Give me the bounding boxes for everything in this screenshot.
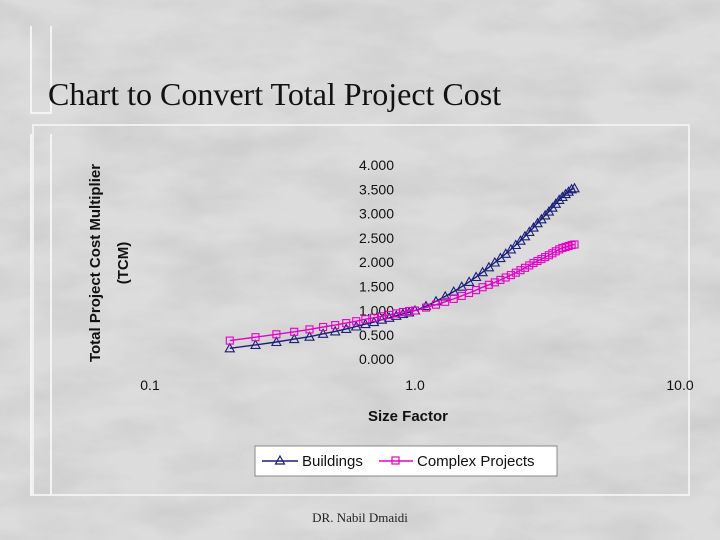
legend-buildings-label: Buildings [302,453,363,470]
data-point-buildings [317,328,329,338]
data-point-buildings [470,271,482,282]
chart-axes: 0.0000.5001.0001.5002.0002.5003.0003.500… [140,157,694,393]
y-tick-label: 3.000 [359,206,394,222]
data-point-buildings [569,182,580,193]
data-point-buildings [383,312,395,322]
x-axis-title: Size Factor [368,408,448,425]
data-point-complex-projects [361,315,370,324]
data-point-complex-projects [410,306,420,315]
data-point-complex-projects [490,278,499,287]
y-tick-label: 0.000 [359,351,394,367]
y-tick-label: 0.500 [359,327,394,343]
data-point-complex-projects [511,268,520,277]
data-point-buildings [477,266,489,277]
data-point-buildings [304,331,315,341]
data-point-complex-projects [520,263,530,272]
data-point-buildings [270,336,282,347]
data-point-buildings [350,320,362,331]
x-tick-label: 0.1 [140,377,160,393]
legend-buildings-marker [274,454,286,465]
data-point-buildings [224,342,236,353]
data-point-complex-projects [421,303,431,312]
title-decoration-bar [30,26,52,114]
data-point-buildings [250,339,261,349]
data-point-buildings [376,314,388,324]
x-tick-label: 1.0 [405,377,425,393]
data-point-complex-projects [342,319,351,328]
data-point-buildings [439,290,451,301]
y-axis-title-line1: Total Project Cost Multiplier [87,164,104,362]
data-point-complex-projects [506,271,515,280]
data-point-complex-projects [319,322,328,332]
data-point-complex-projects [449,294,458,303]
data-point-complex-projects [570,240,579,249]
data-point-complex-projects [225,336,234,345]
legend: Buildings Complex Projects [254,445,558,477]
chart-frame [32,124,690,496]
data-point-complex-projects [525,261,534,270]
y-axis-title-line2: (TCM) [115,242,132,284]
content-decoration-bar [30,134,52,496]
data-point-buildings [556,191,568,202]
data-point-buildings [463,276,475,286]
data-point-buildings [456,281,468,291]
data-point-complex-projects [290,327,299,336]
data-point-complex-projects [501,273,510,282]
data-point-buildings [288,333,300,344]
data-point-buildings [483,261,495,272]
y-tick-label: 1.500 [359,278,394,294]
data-point-complex-projects [478,283,487,292]
x-tick-label: 10.0 [666,377,693,393]
data-point-buildings [560,188,572,199]
data-point-buildings [359,318,371,329]
data-point-complex-projects [251,333,260,342]
data-point-complex-projects [484,280,493,289]
data-point-complex-projects [496,275,505,284]
data-point-buildings [566,183,578,194]
legend-complex-marker [391,456,400,465]
data-point-complex-projects [441,297,450,306]
y-axis-title-group: Total Project Cost Multiplier (TCM) [87,164,132,362]
data-point-complex-projects [398,307,407,317]
data-point-complex-projects [305,325,314,334]
slide-title: Chart to Convert Total Project Cost [48,76,502,112]
data-point-buildings [390,310,402,320]
data-point-buildings [329,325,341,336]
data-point-complex-projects [516,266,525,275]
title-decoration-rule [30,112,52,114]
data-point-complex-projects [405,306,414,316]
y-tick-label: 2.500 [359,230,394,246]
y-tick-label: 4.000 [359,157,394,173]
slide-footer: DR. Nabil Dmaidi [312,510,408,525]
chart-series-layer [224,182,580,353]
y-tick-label: 3.500 [359,181,394,197]
data-point-complex-projects [272,330,281,339]
data-point-buildings [553,194,565,204]
data-point-buildings [420,300,432,311]
y-tick-label: 2.000 [359,254,394,270]
data-point-complex-projects [331,321,340,330]
data-point-buildings [340,323,352,333]
data-point-complex-projects [369,313,379,322]
legend-complex-label: Complex Projects [417,453,535,470]
data-point-complex-projects [352,317,361,326]
series-line-complex-projects [229,243,575,342]
data-point-complex-projects [431,300,441,309]
